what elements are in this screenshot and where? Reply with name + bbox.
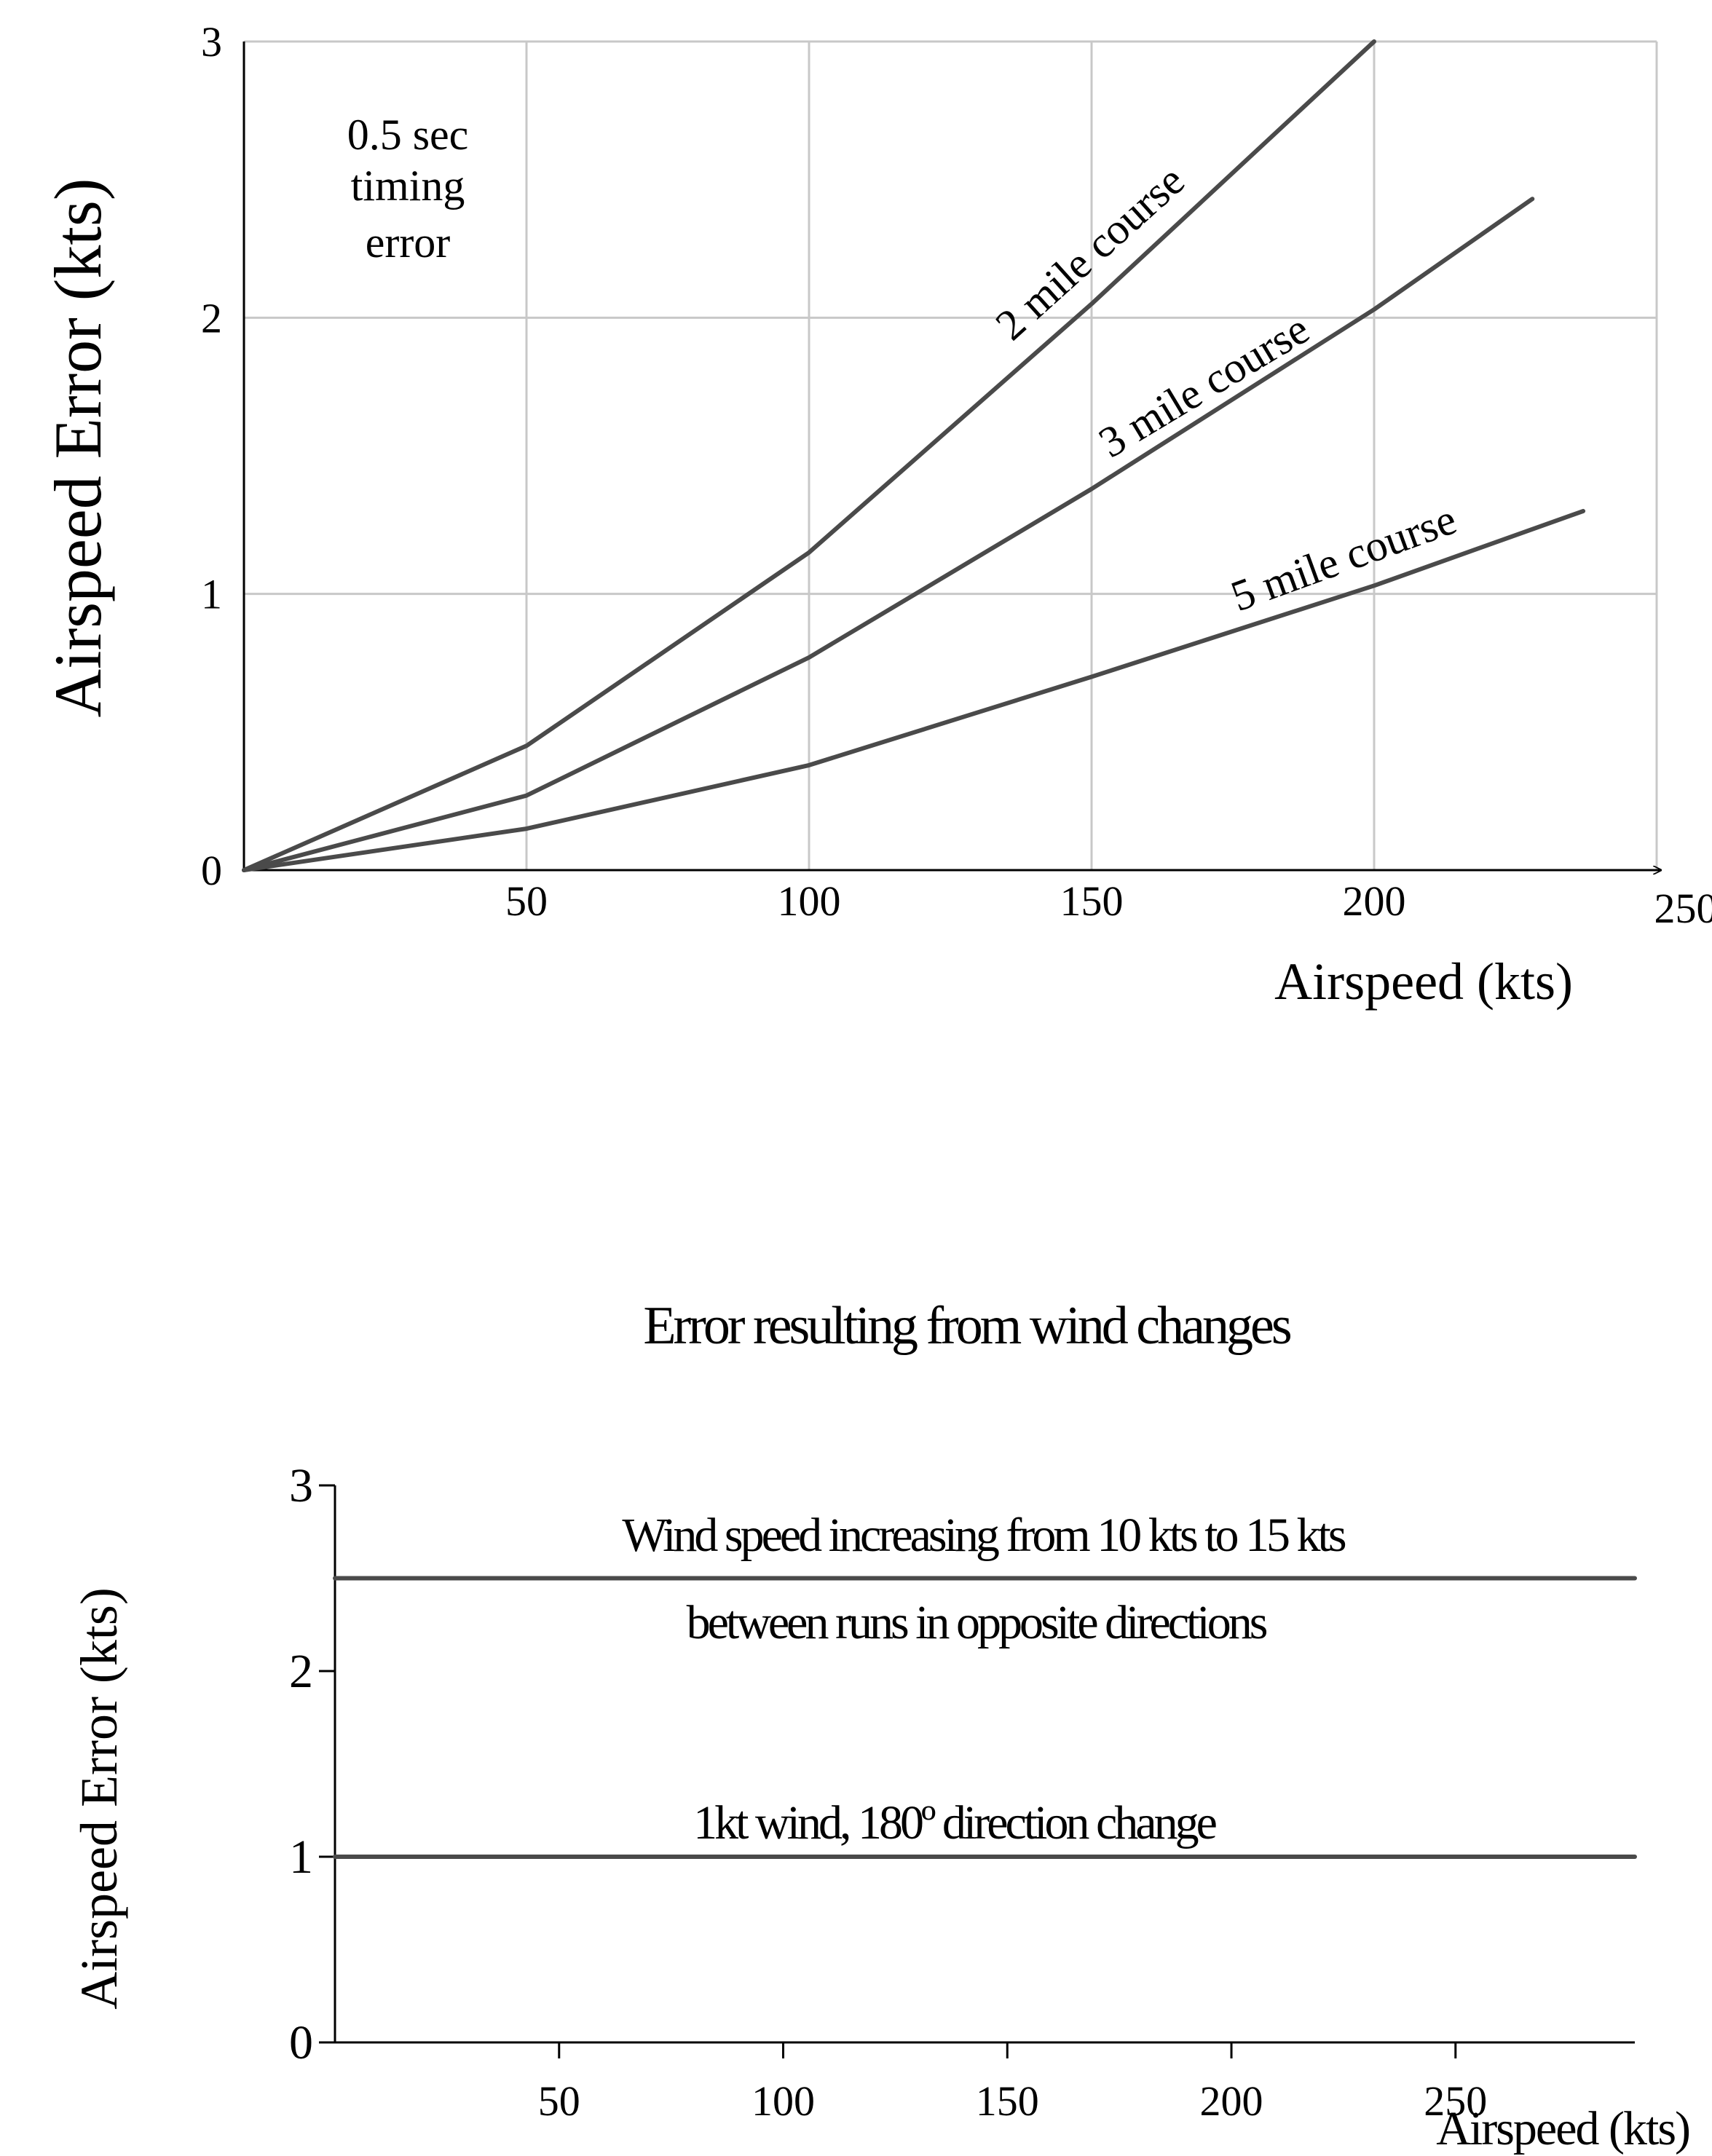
series-line-2-mile-course: [242, 39, 1376, 872]
chart2-axes: [334, 1485, 1635, 2044]
chart1-y-axis-label: Airspeed Error (kts): [41, 178, 115, 718]
series-label-5-mile-course: 5 mile course: [1225, 495, 1462, 621]
y-tick-label-3: 3: [289, 1459, 313, 1512]
chart1-series: [242, 39, 1586, 872]
chart2-series: [333, 1576, 1637, 1859]
x-tick-label-150: 150: [976, 2077, 1039, 2125]
y-tick-label-3: 3: [201, 18, 222, 66]
wind-change-chart: Error resulting from wind changes 0 1 2 3 50…: [70, 1296, 1691, 2155]
x-tick-label-200: 200: [1200, 2077, 1263, 2125]
direction-change-label: 1kt wind, 180º direction change: [693, 1796, 1215, 1849]
chart1-x-axis-label: Airspeed (kts): [1274, 952, 1573, 1011]
y-tick-label-0: 0: [289, 2016, 313, 2069]
x-tick-label-100: 100: [778, 877, 841, 925]
chart1-tick-labels: 50 100 150 200 250 0 1 2 3: [201, 18, 1712, 932]
y-tick-label-2: 2: [289, 1645, 313, 1698]
chart1-axes: [242, 42, 1661, 870]
chart2-y-axis-label: Airspeed Error (kts): [70, 1587, 128, 2010]
chart1-grid: [244, 40, 1658, 870]
chart2-title: Error resulting from wind changes: [643, 1296, 1290, 1356]
series-label-3-mile-course: 3 mile course: [1091, 304, 1317, 467]
series-line-5-mile-course: [242, 508, 1586, 872]
annotation-line-2: timing: [351, 162, 465, 210]
y-tick-label-1: 1: [289, 1831, 313, 1884]
wind-speed-label-line-1: Wind speed increasing from 10 kts to 15 …: [622, 1509, 1345, 1562]
y-tick-label-0: 0: [201, 847, 222, 894]
x-tick-label-250: 250: [1424, 2077, 1487, 2125]
y-tick-label-2: 2: [201, 294, 222, 341]
annotation-line-1: 0.5 sec: [347, 111, 469, 159]
x-tick-label-100: 100: [752, 2077, 815, 2125]
chart2-x-axis-label: Airspeed (kts): [1436, 2102, 1689, 2155]
x-tick-label-50: 50: [538, 2077, 580, 2125]
annotation-line-3: error: [366, 218, 451, 266]
timing-error-annotation: 0.5 sec timing error: [347, 111, 469, 266]
chart2-tick-labels: 0 1 2 3 50 100 150 200 250: [289, 1459, 1487, 2125]
x-tick-label-150: 150: [1060, 877, 1124, 925]
series-line-3-mile-course: [242, 197, 1535, 872]
y-tick-label-1: 1: [201, 571, 222, 618]
series-label-2-mile-course: 2 mile course: [987, 156, 1194, 349]
wind-speed-label-line-2: between runs in opposite directions: [687, 1596, 1267, 1649]
x-tick-label-50: 50: [505, 877, 548, 925]
x-tick-label-200: 200: [1343, 877, 1406, 925]
x-tick-label-250: 250: [1654, 885, 1712, 932]
